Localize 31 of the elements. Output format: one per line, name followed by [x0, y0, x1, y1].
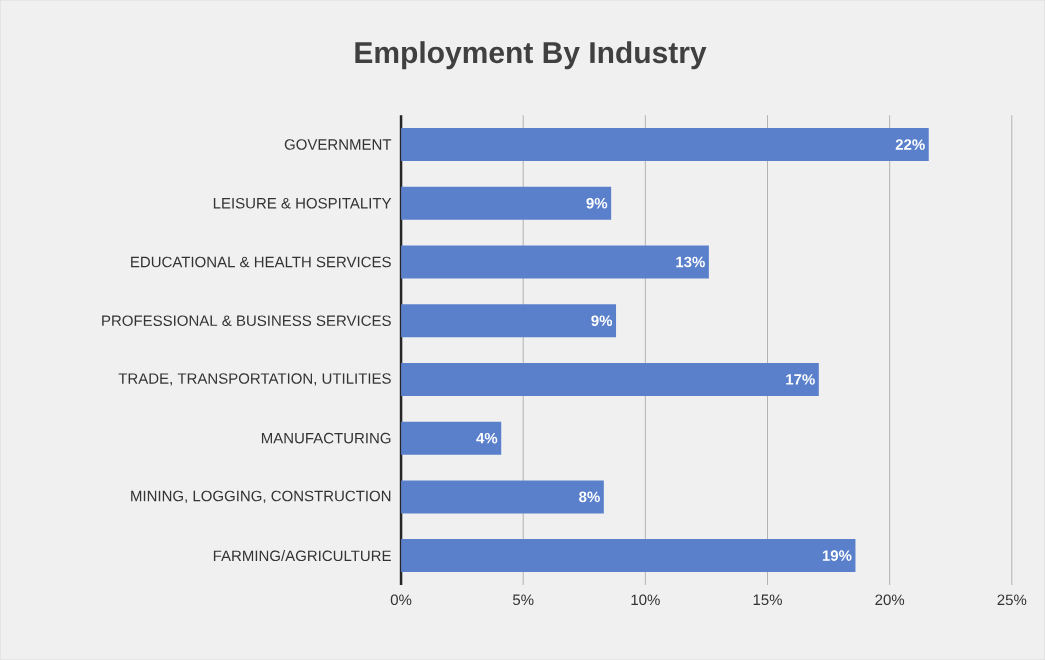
x-tick-label: 25% [997, 594, 1027, 606]
bar [401, 539, 856, 573]
data-label: 22% [895, 139, 925, 150]
bar [401, 362, 819, 396]
y-tick-label: PROFESSIONAL & BUSINESS SERVICES [102, 315, 391, 326]
bar [401, 480, 604, 514]
y-tick-label: GOVERNMENT [284, 139, 392, 150]
x-tick-label: 10% [631, 594, 660, 606]
x-tick-label: 5% [512, 594, 534, 605]
bar [401, 304, 617, 338]
y-tick-label: MINING, LOGGING, CONSTRUCTION [131, 490, 391, 504]
y-tick-label: TRADE, TRANSPORTATION, UTILITIES [118, 373, 391, 386]
data-label: 9% [586, 197, 608, 209]
y-tick-label: MANUFACTURING [261, 432, 391, 444]
y-tick-label: EDUCATIONAL & HEALTH SERVICES [131, 256, 391, 268]
data-label: 4% [476, 432, 498, 444]
data-label: 13% [676, 256, 705, 268]
bar [401, 245, 709, 279]
chart-title: Employment By Industry [355, 41, 707, 70]
bar [401, 127, 929, 161]
y-tick-label: LEISURE & HOSPITALITY [213, 197, 392, 209]
bar [401, 421, 502, 455]
data-label: 8% [579, 491, 600, 503]
x-tick-label: 0% [390, 594, 412, 606]
data-label: 9% [591, 315, 613, 326]
y-tick-label: FARMING/AGRICULTURE [213, 550, 391, 562]
data-label: 17% [786, 374, 815, 385]
x-tick-label: 20% [875, 594, 905, 606]
bar [401, 186, 612, 220]
data-label: 19% [822, 550, 852, 561]
x-tick-label: 15% [753, 594, 782, 605]
